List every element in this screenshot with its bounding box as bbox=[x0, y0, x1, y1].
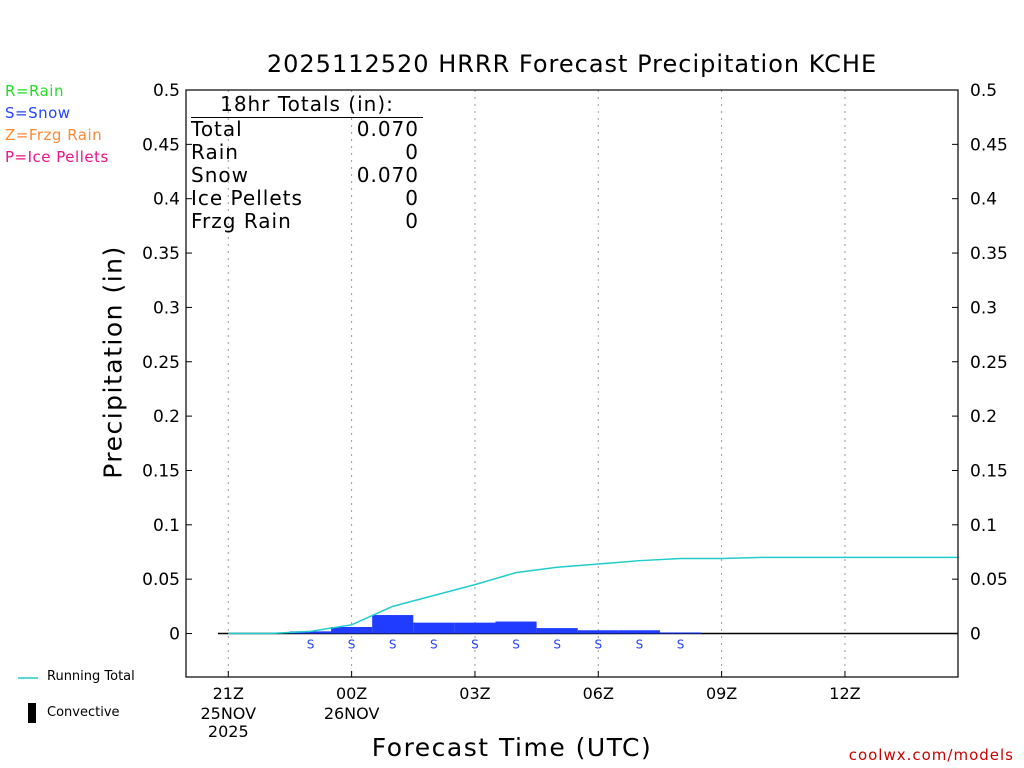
ptype-marker: S bbox=[307, 638, 315, 652]
totals-value: 0 bbox=[405, 140, 419, 164]
legend-running-total-label: Running Total bbox=[47, 669, 135, 684]
x-tick-sublabel: 2025 bbox=[208, 722, 249, 741]
x-tick-sublabel: 25NOV bbox=[200, 704, 256, 723]
y-axis-label: Precipitation (in) bbox=[98, 245, 128, 479]
y-tick-label-right: 0.3 bbox=[970, 298, 997, 318]
y-tick-label-left: 0.25 bbox=[142, 353, 180, 373]
y-tick-label-right: 0.4 bbox=[970, 190, 997, 210]
totals-value: 0.070 bbox=[356, 117, 419, 141]
ptype-marker: S bbox=[430, 638, 438, 652]
totals-row-snow: Snow 0.070 bbox=[191, 164, 423, 187]
totals-row-rain: Rain 0 bbox=[191, 141, 423, 164]
totals-name: Ice Pellets bbox=[191, 186, 303, 210]
credit-text: coolwx.com/models bbox=[848, 746, 1014, 764]
totals-value: 0 bbox=[405, 209, 419, 233]
precip-bar bbox=[454, 622, 496, 634]
ptype-marker: S bbox=[553, 638, 561, 652]
x-tick-label: 21Z bbox=[213, 684, 244, 703]
precip-bar bbox=[659, 632, 702, 634]
x-tick-label: 12Z bbox=[829, 684, 860, 703]
legend-ice-pellets: P=Ice Pellets bbox=[5, 148, 109, 166]
totals-row-total: Total 0.070 bbox=[191, 118, 423, 141]
plot-frame bbox=[185, 89, 959, 678]
y-tick-label-left: 0.05 bbox=[142, 570, 180, 590]
precip-bar bbox=[495, 621, 537, 634]
totals-name: Frzg Rain bbox=[191, 209, 292, 233]
y-tick-label-right: 0 bbox=[970, 625, 981, 645]
x-tick-label: 06Z bbox=[583, 684, 614, 703]
totals-name: Rain bbox=[191, 140, 239, 164]
totals-box: 18hr Totals (in): Total 0.070 Rain 0 Sno… bbox=[191, 92, 423, 233]
y-tick-label-right: 0.05 bbox=[970, 570, 1008, 590]
totals-value: 0.070 bbox=[356, 163, 419, 187]
precip-bar bbox=[289, 631, 332, 634]
ptype-marker: S bbox=[594, 638, 602, 652]
y-tick-label-left: 0.45 bbox=[142, 135, 180, 155]
ptype-marker: S bbox=[677, 638, 685, 652]
y-tick-label-right: 0.35 bbox=[970, 244, 1008, 264]
ptype-marker: S bbox=[636, 638, 644, 652]
legend-convective-swatch bbox=[28, 703, 36, 723]
y-tick-label-right: 0.1 bbox=[970, 516, 997, 536]
ptype-marker: S bbox=[348, 638, 356, 652]
totals-name: Snow bbox=[191, 163, 249, 187]
x-tick-label: 00Z bbox=[336, 684, 367, 703]
y-tick-label-right: 0.2 bbox=[970, 407, 997, 427]
x-tick-label: 03Z bbox=[459, 684, 490, 703]
y-tick-label-left: 0.5 bbox=[153, 81, 180, 101]
x-tick-sublabel: 26NOV bbox=[324, 704, 380, 723]
precip-bar bbox=[413, 622, 455, 634]
ptype-marker: S bbox=[389, 638, 397, 652]
y-tick-label-right: 0.25 bbox=[970, 353, 1008, 373]
legend-convective-label: Convective bbox=[47, 705, 120, 720]
legend-rain: R=Rain bbox=[5, 82, 64, 100]
precip-bar bbox=[331, 626, 373, 634]
x-tick-label: 09Z bbox=[706, 684, 737, 703]
legend-frzg-rain: Z=Frzg Rain bbox=[5, 126, 103, 144]
totals-name: Total bbox=[191, 117, 243, 141]
y-tick-label-left: 0.4 bbox=[153, 190, 180, 210]
ptype-marker: S bbox=[471, 638, 479, 652]
y-tick-label-left: 0.15 bbox=[142, 461, 180, 481]
totals-row-ice-pellets: Ice Pellets 0 bbox=[191, 187, 423, 210]
totals-row-frzg-rain: Frzg Rain 0 bbox=[191, 210, 423, 233]
precip-bar bbox=[618, 630, 660, 634]
y-tick-label-right: 0.5 bbox=[970, 81, 997, 101]
y-tick-label-left: 0.35 bbox=[142, 244, 180, 264]
y-tick-label-left: 0.1 bbox=[153, 516, 180, 536]
legend-snow: S=Snow bbox=[5, 104, 71, 122]
precip-bar bbox=[577, 630, 619, 634]
x-axis-label: Forecast Time (UTC) bbox=[371, 733, 653, 762]
running-total-line bbox=[228, 556, 958, 635]
y-tick-label-right: 0.15 bbox=[970, 461, 1008, 481]
precip-bar bbox=[536, 628, 578, 634]
precip-bar bbox=[372, 615, 414, 634]
y-tick-label-right: 0.45 bbox=[970, 135, 1008, 155]
totals-header: 18hr Totals (in): bbox=[191, 92, 423, 118]
ptype-marker: S bbox=[512, 638, 520, 652]
y-tick-label-left: 0.3 bbox=[153, 298, 180, 318]
chart-title: 2025112520 HRRR Forecast Precipitation K… bbox=[266, 50, 878, 78]
y-tick-label-left: 0 bbox=[169, 625, 180, 645]
y-tick-label-left: 0.2 bbox=[153, 407, 180, 427]
totals-value: 0 bbox=[405, 186, 419, 210]
